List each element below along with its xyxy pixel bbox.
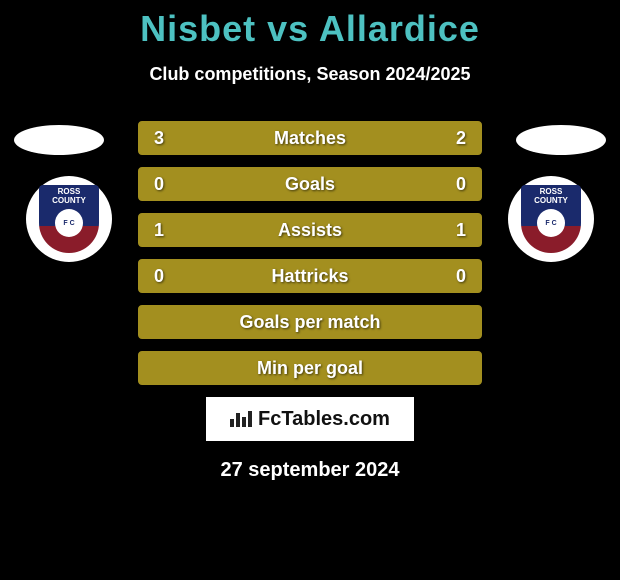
stat-row: Min per goal <box>138 351 482 385</box>
stat-row: 0 Hattricks 0 <box>138 259 482 293</box>
stat-label: Min per goal <box>140 358 480 379</box>
badge-circle: F C <box>55 209 83 237</box>
chart-bars-icon <box>230 411 252 427</box>
stat-label: Matches <box>140 128 480 149</box>
page-title: Nisbet vs Allardice <box>0 0 620 50</box>
stat-right-value: 0 <box>436 174 466 195</box>
page-subtitle: Club competitions, Season 2024/2025 <box>0 64 620 85</box>
stat-left-value: 3 <box>154 128 184 149</box>
badge-line2: COUNTY <box>534 196 568 205</box>
stat-rows: 3 Matches 2 0 Goals 0 1 Assists 1 0 Hatt… <box>138 121 482 385</box>
stat-right-value: 0 <box>436 266 466 287</box>
stat-left-value: 1 <box>154 220 184 241</box>
badge-line1: ROSS <box>58 187 81 196</box>
stat-label: Hattricks <box>140 266 480 287</box>
badge-fc: F C <box>63 220 74 227</box>
stat-row: 1 Assists 1 <box>138 213 482 247</box>
player-ellipse-left <box>14 125 104 155</box>
date-text: 27 september 2024 <box>0 459 620 482</box>
stat-left-value: 0 <box>154 266 184 287</box>
stat-right-value: 1 <box>436 220 466 241</box>
stat-label: Goals <box>140 174 480 195</box>
stat-row: Goals per match <box>138 305 482 339</box>
stat-label: Assists <box>140 220 480 241</box>
badge-circle: F C <box>537 209 565 237</box>
stat-row: 0 Goals 0 <box>138 167 482 201</box>
brand-text: FcTables.com <box>258 408 390 431</box>
stat-left-value: 0 <box>154 174 184 195</box>
club-badge-shield: ROSS COUNTY F C <box>521 185 581 253</box>
badge-line2: COUNTY <box>52 196 86 205</box>
stat-right-value: 2 <box>436 128 466 149</box>
badge-fc: F C <box>545 220 556 227</box>
club-badge-right: ROSS COUNTY F C <box>508 176 594 262</box>
stat-row: 3 Matches 2 <box>138 121 482 155</box>
club-badge-shield: ROSS COUNTY F C <box>39 185 99 253</box>
stats-section: ROSS COUNTY F C ROSS COUNTY F C 3 Matche… <box>0 121 620 482</box>
player-ellipse-right <box>516 125 606 155</box>
fctables-brand[interactable]: FcTables.com <box>206 397 414 441</box>
badge-line1: ROSS <box>540 187 563 196</box>
club-badge-left: ROSS COUNTY F C <box>26 176 112 262</box>
stat-label: Goals per match <box>140 312 480 333</box>
